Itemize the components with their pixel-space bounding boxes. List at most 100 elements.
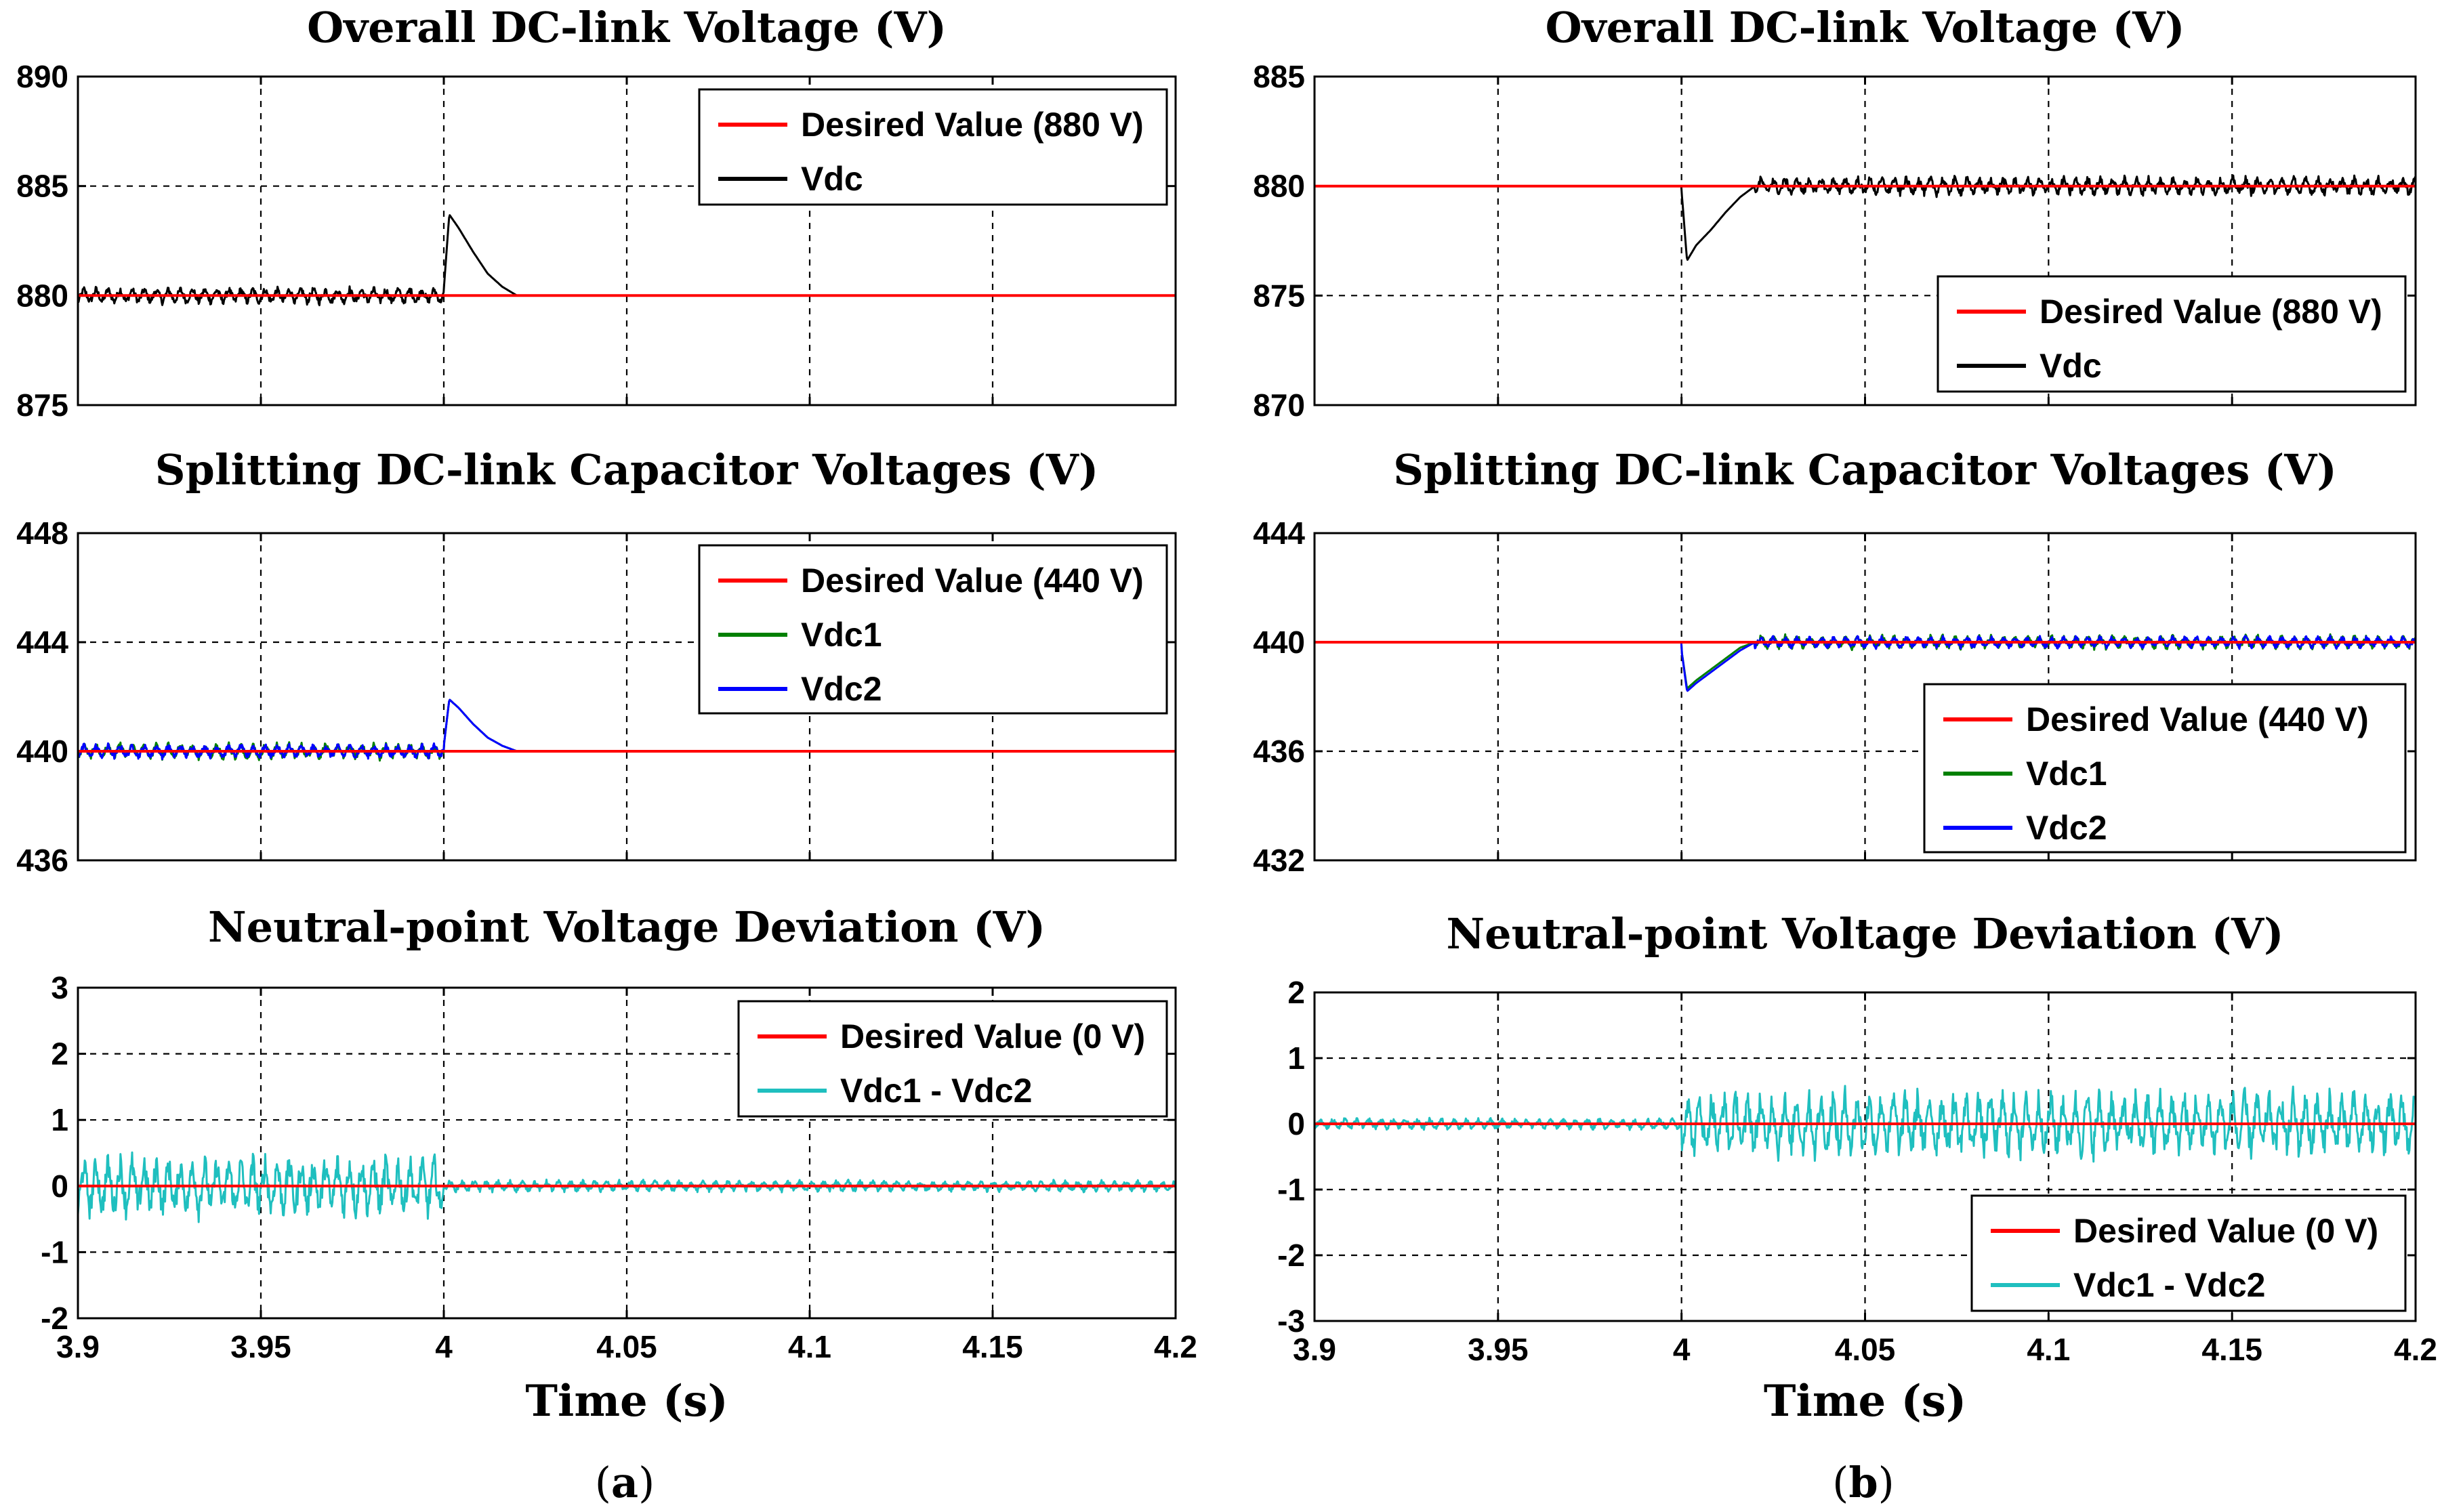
legend-label-b2-2: Vdc2 xyxy=(2026,809,2107,847)
legend-label-b2-1: Vdc1 xyxy=(2026,755,2107,793)
ytick-label-b3: 0 xyxy=(1287,1106,1305,1141)
chart-title-b2: Splitting DC-link Capacitor Voltages (V) xyxy=(1393,445,2336,495)
legend-label-b1-0: Desired Value (880 V) xyxy=(2040,293,2382,331)
plot-frame-b3 xyxy=(1313,991,2417,1322)
ytick-label-a1: 880 xyxy=(16,278,68,313)
ytick-label-b2: 444 xyxy=(1253,516,1305,551)
ytick-label-a3: 3 xyxy=(51,970,68,1005)
captions-layer: (a) (b) xyxy=(595,1458,1895,1507)
legend-b3: Desired Value (0 V) Vdc1 - Vdc2 xyxy=(1970,1194,2407,1312)
chart-b3: Neutral-point Voltage Deviation (V) 3.9 3.… xyxy=(1277,909,2437,1427)
ytick-label-b2: 432 xyxy=(1253,843,1305,878)
chart-a3: Neutral-point Voltage Deviation (V) 3.9 3.… xyxy=(41,902,1197,1427)
xtick-label-a3: 4.15 xyxy=(962,1329,1023,1364)
plot-frame-b2 xyxy=(1313,532,2417,862)
caption-b-letter: b xyxy=(1848,1458,1878,1507)
ytick-label-b3: 1 xyxy=(1287,1041,1305,1076)
legend-box-b1 xyxy=(1937,275,2407,393)
legend-a3: Desired Value (0 V) Vdc1 - Vdc2 xyxy=(737,1000,1168,1118)
ytick-label-b3: -1 xyxy=(1277,1172,1305,1207)
legend-label-b3-0: Desired Value (0 V) xyxy=(2073,1212,2378,1250)
legend-box-b3 xyxy=(1970,1194,2407,1312)
ytick-label-b1: 880 xyxy=(1253,169,1305,204)
xtick-label-b3: 4.1 xyxy=(2027,1332,2070,1367)
caption-a-open: ( xyxy=(595,1458,611,1507)
ytick-label-a1: 890 xyxy=(16,59,68,94)
ytick-label-a2: 436 xyxy=(16,843,68,878)
ytick-label-a3: 2 xyxy=(51,1036,68,1072)
xtick-label-b3: 4 xyxy=(1673,1332,1691,1367)
caption-a: (a) xyxy=(595,1458,655,1507)
xtick-label-b3: 4.2 xyxy=(2394,1332,2437,1367)
series-group-b3 xyxy=(1315,1085,2416,1163)
legend-label-b1-1: Vdc xyxy=(2040,347,2102,385)
xtick-label-b3: 4.15 xyxy=(2201,1332,2262,1367)
ytick-label-a2: 440 xyxy=(16,734,68,769)
ytick-label-a2: 448 xyxy=(16,516,68,551)
legend-label-a1-1: Vdc xyxy=(801,160,863,198)
plot-frame-a1 xyxy=(77,75,1177,406)
legend-a2: Desired Value (440 V) Vdc1 Vdc2 xyxy=(698,544,1168,715)
xtick-label-a3: 4.05 xyxy=(596,1329,657,1364)
chart-title-b1: Overall DC-link Voltage (V) xyxy=(1546,3,2185,52)
ytick-label-b1: 885 xyxy=(1253,59,1305,94)
xtick-label-b3: 3.9 xyxy=(1293,1332,1336,1367)
ytick-label-a3: -1 xyxy=(41,1234,68,1269)
legend-box-b2 xyxy=(1923,683,2407,854)
xtick-label-a3: 4.1 xyxy=(788,1329,831,1364)
chart-b1: Overall DC-link Voltage (V) 870 875 880 885 D… xyxy=(1253,3,2417,423)
series-group-a3 xyxy=(78,1151,1176,1223)
plot-frame-a2 xyxy=(77,532,1177,862)
ytick-label-b1: 870 xyxy=(1253,387,1305,423)
charts-layer: Overall DC-link Voltage (V) 875 880 885 890 D… xyxy=(16,3,2437,1427)
caption-b-close: ) xyxy=(1878,1458,1895,1507)
xaxis-label-a3: Time (s) xyxy=(525,1376,728,1427)
series-group-a1 xyxy=(78,214,1176,307)
caption-a-letter: a xyxy=(611,1458,638,1507)
series-line-b3-1 xyxy=(1315,1085,2416,1163)
ytick-label-a1: 885 xyxy=(16,169,68,204)
chart-title-a1: Overall DC-link Voltage (V) xyxy=(307,3,947,52)
caption-b: (b) xyxy=(1832,1458,1895,1507)
ytick-label-b3: -3 xyxy=(1277,1303,1305,1339)
legend-label-a1-0: Desired Value (880 V) xyxy=(801,106,1144,144)
legend-b2: Desired Value (440 V) Vdc1 Vdc2 xyxy=(1923,683,2407,854)
caption-b-open: ( xyxy=(1832,1458,1848,1507)
xtick-label-a3: 3.9 xyxy=(56,1329,100,1364)
legend-box-a2 xyxy=(698,544,1168,715)
chart-a1: Overall DC-link Voltage (V) 875 880 885 890 D… xyxy=(16,3,1177,423)
legend-label-a2-2: Vdc2 xyxy=(801,670,882,708)
chart-a2: Splitting DC-link Capacitor Voltages (V)… xyxy=(16,445,1177,878)
xtick-label-a3: 3.95 xyxy=(230,1329,291,1364)
ytick-label-a1: 875 xyxy=(16,387,68,423)
legend-label-a2-1: Vdc1 xyxy=(801,616,882,654)
legend-label-a3-0: Desired Value (0 V) xyxy=(840,1017,1145,1055)
legend-box-a3 xyxy=(737,1000,1168,1118)
chart-title-a3: Neutral-point Voltage Deviation (V) xyxy=(208,902,1046,952)
ytick-label-b2: 440 xyxy=(1253,625,1305,660)
ytick-label-b2: 436 xyxy=(1253,734,1305,769)
ytick-label-b3: -2 xyxy=(1277,1238,1305,1273)
xtick-label-a3: 4.2 xyxy=(1154,1329,1197,1364)
ytick-label-a3: 0 xyxy=(51,1169,68,1204)
ytick-label-a2: 444 xyxy=(16,625,68,660)
chart-b2: Splitting DC-link Capacitor Voltages (V)… xyxy=(1253,445,2417,878)
legend-label-a2-0: Desired Value (440 V) xyxy=(801,562,1144,600)
legend-a1: Desired Value (880 V) Vdc xyxy=(698,88,1168,206)
xtick-label-b3: 3.95 xyxy=(1468,1332,1529,1367)
legend-label-b3-1: Vdc1 - Vdc2 xyxy=(2073,1266,2265,1304)
xtick-label-a3: 4 xyxy=(435,1329,453,1364)
series-group-a2 xyxy=(78,698,1176,762)
plot-frame-b1 xyxy=(1313,75,2417,406)
caption-a-close: ) xyxy=(638,1458,655,1507)
chart-title-a2: Splitting DC-link Capacitor Voltages (V) xyxy=(155,445,1098,495)
legend-box-a1 xyxy=(698,88,1168,206)
series-group-b2 xyxy=(1315,633,2416,692)
ytick-label-b3: 2 xyxy=(1287,975,1305,1010)
ytick-label-b1: 875 xyxy=(1253,278,1305,313)
legend-label-a3-1: Vdc1 - Vdc2 xyxy=(840,1072,1032,1110)
plot-frame-a3 xyxy=(77,986,1177,1320)
series-group-b1 xyxy=(1315,174,2416,261)
ytick-label-a3: -2 xyxy=(41,1301,68,1336)
